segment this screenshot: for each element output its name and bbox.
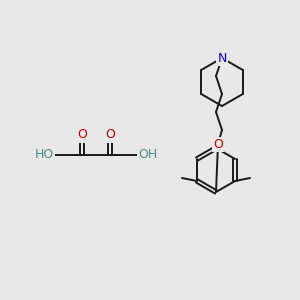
- Text: HO: HO: [35, 148, 54, 161]
- Text: O: O: [213, 137, 223, 151]
- Text: O: O: [105, 128, 115, 142]
- Text: N: N: [217, 52, 227, 64]
- Text: O: O: [77, 128, 87, 142]
- Text: OH: OH: [138, 148, 157, 161]
